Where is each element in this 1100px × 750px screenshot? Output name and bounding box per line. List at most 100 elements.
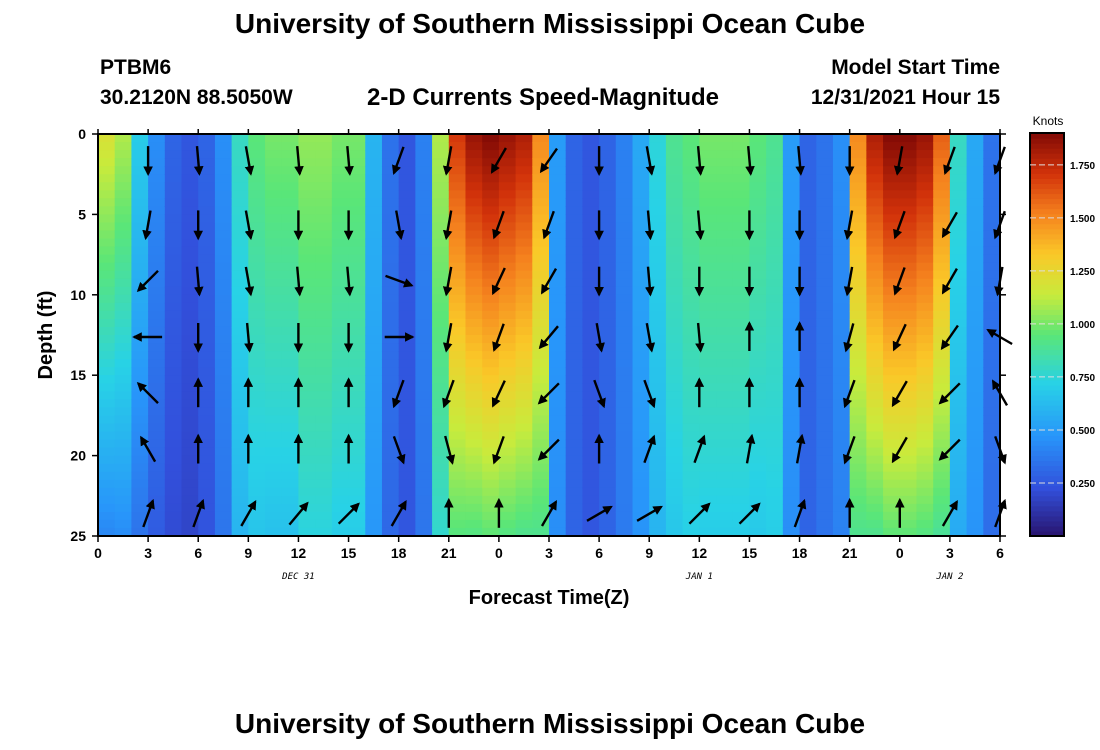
heat-cell bbox=[799, 270, 817, 280]
current-vector bbox=[688, 502, 711, 525]
heat-cell bbox=[348, 439, 366, 449]
heat-cell bbox=[265, 519, 283, 529]
heat-cell bbox=[899, 278, 918, 288]
heat-cell bbox=[315, 206, 333, 215]
heat-cell bbox=[649, 519, 667, 529]
heat-cell bbox=[766, 318, 784, 328]
heat-cell bbox=[381, 134, 400, 143]
heat-cell bbox=[849, 150, 867, 159]
heat-cell bbox=[716, 134, 734, 143]
heat-cell bbox=[716, 174, 734, 183]
heat-cell bbox=[849, 214, 867, 224]
heat-cell bbox=[498, 318, 517, 328]
heat-cell bbox=[549, 399, 567, 408]
colorbar-segment bbox=[1030, 440, 1064, 446]
heat-cell bbox=[365, 206, 383, 215]
heat-cell bbox=[849, 278, 867, 288]
heat-cell bbox=[131, 134, 149, 143]
heat-cell bbox=[331, 399, 350, 408]
heat-cell bbox=[231, 294, 249, 304]
heat-cell bbox=[498, 262, 517, 272]
heat-cell bbox=[465, 142, 483, 151]
heat-cell bbox=[415, 222, 433, 232]
heat-cell bbox=[966, 150, 984, 159]
heat-cell bbox=[816, 455, 834, 465]
heat-cell bbox=[365, 415, 383, 425]
heat-cell bbox=[482, 254, 500, 264]
heat-cell bbox=[966, 367, 984, 376]
heat-cell bbox=[532, 222, 550, 232]
heat-cell bbox=[231, 286, 249, 296]
heat-cell bbox=[465, 455, 483, 465]
heat-cell bbox=[933, 519, 951, 529]
heat-cell bbox=[732, 174, 751, 183]
heat-cell bbox=[214, 351, 233, 360]
heat-cell bbox=[498, 359, 517, 368]
heat-cell bbox=[832, 294, 851, 304]
heat-cell bbox=[248, 206, 266, 215]
heat-cell bbox=[933, 142, 951, 151]
heat-cell bbox=[782, 431, 801, 441]
colorbar-segment bbox=[1030, 294, 1064, 300]
heat-cell bbox=[582, 471, 600, 481]
heat-cell bbox=[432, 527, 450, 537]
colorbar-segment bbox=[1030, 495, 1064, 502]
heat-cell bbox=[265, 359, 283, 368]
heat-cell bbox=[632, 174, 650, 183]
heat-cell bbox=[298, 190, 316, 199]
heat-cell bbox=[131, 359, 149, 368]
heat-cell bbox=[331, 302, 350, 312]
heat-cell bbox=[348, 343, 366, 352]
heat-cell bbox=[565, 182, 583, 191]
heat-cell bbox=[632, 447, 650, 457]
heat-cell bbox=[883, 439, 901, 449]
heat-cell bbox=[933, 359, 951, 368]
heat-cell bbox=[632, 134, 650, 143]
heat-cell bbox=[682, 447, 700, 457]
heat-cell bbox=[148, 487, 166, 497]
heat-cell bbox=[114, 150, 132, 159]
heat-cell bbox=[933, 375, 951, 384]
heat-cell bbox=[148, 407, 166, 416]
heat-cell bbox=[933, 431, 951, 441]
heat-cell bbox=[565, 214, 583, 224]
heat-cell bbox=[498, 447, 517, 457]
heat-cell bbox=[782, 351, 801, 360]
heat-cell bbox=[649, 246, 667, 256]
heat-cell bbox=[665, 503, 684, 513]
heat-cell bbox=[148, 343, 166, 352]
heat-cell bbox=[749, 487, 767, 497]
heat-cell bbox=[331, 463, 350, 473]
heat-cell bbox=[214, 206, 233, 215]
heat-cell bbox=[398, 142, 416, 151]
heat-cell bbox=[949, 399, 968, 408]
heat-cell bbox=[766, 294, 784, 304]
heat-cell bbox=[749, 310, 767, 320]
heat-cell bbox=[582, 351, 600, 360]
heat-cell bbox=[983, 262, 1001, 272]
heat-cell bbox=[98, 166, 116, 175]
heat-cell bbox=[331, 415, 350, 425]
heat-cell bbox=[949, 158, 968, 167]
heat-cell bbox=[699, 399, 717, 408]
heat-cell bbox=[498, 302, 517, 312]
heat-cell bbox=[699, 431, 717, 441]
heat-cell bbox=[214, 166, 233, 175]
heat-cell bbox=[949, 214, 968, 224]
heat-cell bbox=[799, 375, 817, 384]
heat-cell bbox=[448, 503, 467, 513]
heat-cell bbox=[465, 246, 483, 256]
heat-cell bbox=[265, 214, 283, 224]
heat-cell bbox=[415, 423, 433, 433]
heat-cell bbox=[515, 455, 533, 465]
heat-cell bbox=[632, 495, 650, 505]
colorbar-segment bbox=[1030, 173, 1064, 179]
heat-cell bbox=[432, 511, 450, 521]
heat-cell bbox=[348, 150, 366, 159]
colorbar-tick-label: 1.750 bbox=[1070, 161, 1095, 172]
heat-cell bbox=[682, 206, 700, 215]
heat-cell bbox=[465, 391, 483, 400]
heat-cell bbox=[632, 190, 650, 199]
heat-cell bbox=[749, 511, 767, 521]
heat-cell bbox=[649, 335, 667, 344]
